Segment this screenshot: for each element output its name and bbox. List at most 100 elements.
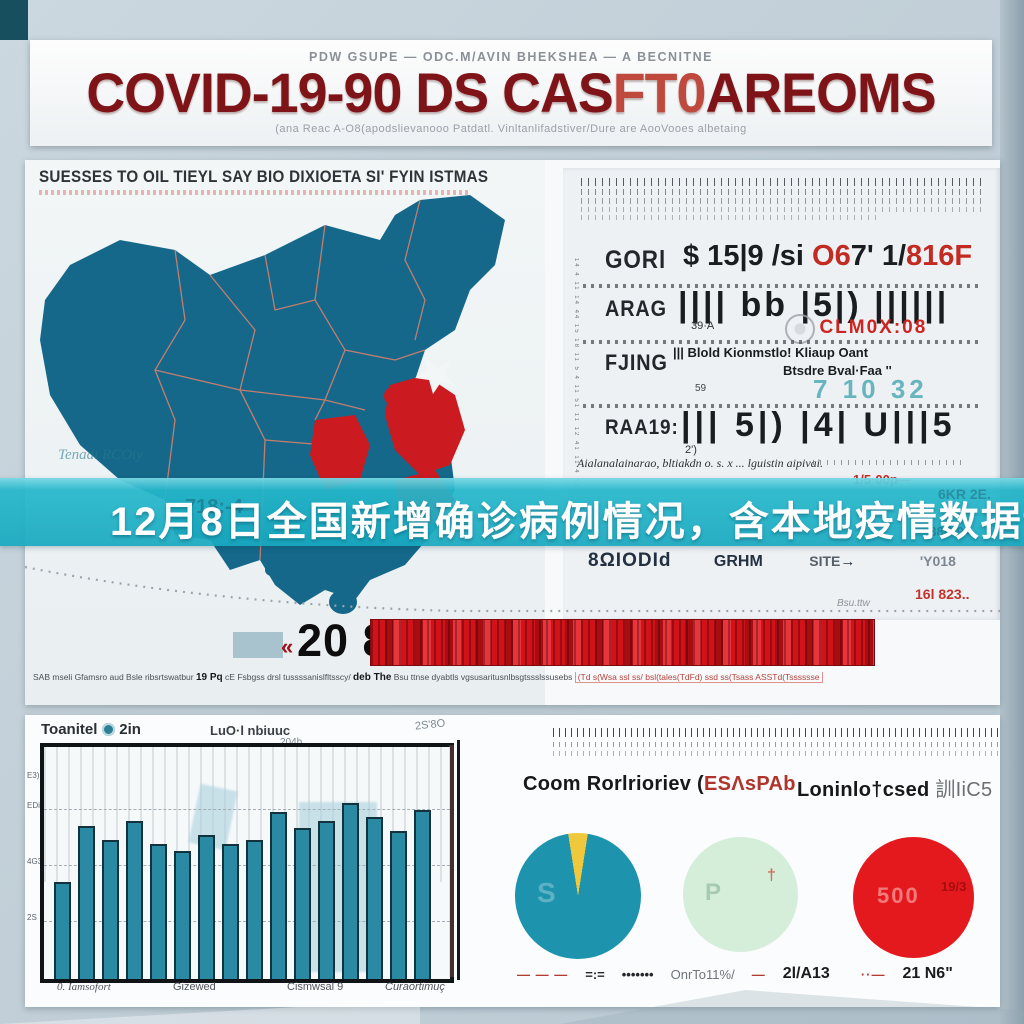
circle-red: 500 19/3	[853, 837, 974, 958]
pie-ticks-1	[553, 728, 998, 737]
ledger-row2-sub: 39·A	[691, 320, 715, 332]
bar-series	[54, 747, 444, 979]
ledger-ticks-2	[581, 189, 981, 195]
row1-v4: 816F	[906, 240, 973, 272]
label-y018: 'Y018	[919, 553, 956, 569]
y-tick-2: 4G3	[27, 857, 43, 866]
bar-chart-corner-note: 2S'8O	[414, 717, 446, 733]
bar	[318, 821, 335, 979]
pie-legend: — — — =:= ••••••• OnrTo11%/ — 2l/A13 ··—…	[517, 965, 987, 983]
ledger-row2-value: |||| bb |5|) ||||||	[678, 286, 950, 324]
fp-1: SAB mseli Gfamsro aud Bsle ribsrtswatbur	[33, 672, 196, 682]
pie2-title-suffix: 訓IiC5	[935, 779, 993, 801]
ledger-row4-label: RAA19:	[605, 416, 679, 439]
bar	[150, 844, 167, 979]
y-tick-0: E3)	[27, 771, 40, 780]
label-grhm: GRHM	[713, 553, 763, 570]
ledger-ticks-5	[581, 215, 881, 220]
legend-value-1: 2l/A13	[782, 965, 830, 982]
pie2-title: Loninlo†csed 訓IiC5	[797, 773, 992, 802]
header-kicker: PDW GSUPE — ODC.M/AVIN BHEKSHEA — A BECN…	[309, 50, 713, 64]
dotted-curve	[25, 565, 1000, 613]
row3-line2: Btsdre Bval·Faa ''	[783, 362, 892, 378]
circle-green: P †	[683, 837, 798, 952]
chart-watermark-blob1	[299, 802, 377, 972]
map-white-gap	[415, 358, 455, 394]
pie-ticks-3	[553, 751, 998, 756]
title-part1: COVID-19-90 DS CAS	[86, 61, 613, 124]
banner-ghost-right1: 6KR 2E.	[938, 486, 991, 502]
bar	[78, 825, 95, 979]
legend-dash-2: —	[751, 966, 766, 982]
bar	[294, 828, 311, 979]
axis-ruler	[457, 740, 460, 980]
ledger-sep-2	[583, 340, 983, 344]
map-watermark: Tenadi RCOiy	[58, 447, 143, 463]
fp-2: 19 Pq	[195, 672, 223, 683]
bottom-panel: Toanitel 2in LuO·l nbiuuc 204b 2S'8O E3)…	[25, 715, 1000, 1007]
label-biodid: 8ΩIODId	[588, 550, 672, 571]
bar-chart-header: Toanitel 2in	[41, 721, 141, 739]
bar-chart-frame	[40, 743, 454, 983]
bar	[126, 821, 143, 979]
banner-ghost-right2: ·38IN9=	[925, 524, 972, 539]
bar	[414, 809, 431, 979]
bar	[198, 835, 215, 979]
bar-chart-title: Toanitel	[41, 721, 98, 738]
red-note: 16l 823..	[915, 586, 970, 602]
legend-value-2: 21 N6"	[902, 965, 953, 982]
row3-line1: ||| Blold Kionmstlo! Kliaup Oant	[673, 345, 869, 360]
page-title: COVID-19-90 DS CASFT0AREOMS	[49, 65, 973, 121]
banner-headline: 12月8日全国新增确诊病例情况，含本地疫情数据详情	[110, 500, 1024, 544]
cases-bar	[370, 619, 875, 666]
title-part2: FT0	[612, 61, 707, 124]
label-site: SITE	[809, 553, 841, 569]
ledger-ticks-4	[581, 207, 981, 212]
ledger-row3-value: ||| Blold Kionmstlo! Kliaup Oant Btsdre …	[673, 344, 892, 379]
headline-banner: 718:-4 6KR 2E. ·38IN9= 12月8日全国新增确诊病例情况，含…	[0, 478, 1024, 546]
header-subline: (ana Reac A-O8(apodslievanooo Patdatl. V…	[275, 123, 747, 135]
pie3-inner-note: 19/3	[941, 879, 967, 894]
bar	[366, 816, 383, 979]
pie1-title: Coom Rorlrioriev (ESΛsPAb	[523, 773, 796, 796]
fp-4: deb The	[353, 672, 392, 683]
legend-dash-3: ··—	[860, 966, 886, 982]
bar	[270, 811, 287, 979]
red-arrow-icon: →	[840, 553, 856, 570]
row1-v1: $ 15|9 /si	[683, 240, 813, 272]
ledger-stamp-row: CLM0X:08	[785, 314, 927, 344]
teal-stamp-text: 7 10 32	[813, 374, 928, 404]
ledger-row4-value: ||| 5|) |4| U|||5	[681, 406, 956, 444]
pie-confirmed: S	[515, 833, 641, 959]
ledger-sep-1	[583, 284, 983, 288]
ledger-footnote: Aialanalainarao, bltiakdn o. s. x ... lg…	[577, 456, 823, 470]
y-tick-1: EDips	[27, 801, 49, 810]
red-stamp-text: CLM0X:08	[819, 317, 928, 339]
fp-3: cE Fsbgss drsl tussssanislfltsscy/	[222, 672, 354, 682]
bar	[174, 851, 191, 979]
bar	[102, 839, 119, 979]
ledger-ticks-1	[581, 178, 981, 186]
round-stamp-icon	[785, 314, 815, 344]
row1-v3: 7' 1/	[850, 240, 907, 272]
fineprint-row: SAB mseli Gfamsro aud Bsle ribsrtswatbur…	[33, 672, 993, 683]
bar	[54, 881, 71, 979]
x-label-0: 0. Iamsofort	[57, 981, 111, 993]
map-island-hainan	[329, 590, 357, 614]
x-label-3: Curaortimuç	[385, 981, 445, 993]
gear-icon	[101, 723, 115, 736]
x-label-2: Cismwsal 9	[287, 981, 344, 993]
ledger-row3-label: FJING	[605, 350, 668, 375]
ledger-sep-3	[583, 404, 983, 408]
legend-dots: •••••••	[621, 966, 654, 982]
row1-v2: O6	[812, 240, 851, 272]
legend-swatch-box	[233, 632, 283, 658]
ledger-bottom-labels: 8ΩIODId GRHM SITE→ 'Y018	[588, 550, 988, 572]
ledger-row3-sub: 59	[695, 383, 707, 394]
pie3-inner-label: 500	[877, 883, 920, 908]
pie2-title-main: Loninlo†csed	[797, 779, 930, 801]
fp-6: (Td s(Wsa ssl ss/ bsl(tales(TdFd) ssd ss…	[574, 672, 823, 683]
pie1-inner-letter: S	[537, 877, 556, 908]
ledger-row1-value: $ 15|9 /si O67' 1/816F	[683, 240, 972, 273]
header-card: PDW GSUPE — ODC.M/AVIN BHEKSHEA — A BECN…	[30, 40, 992, 146]
